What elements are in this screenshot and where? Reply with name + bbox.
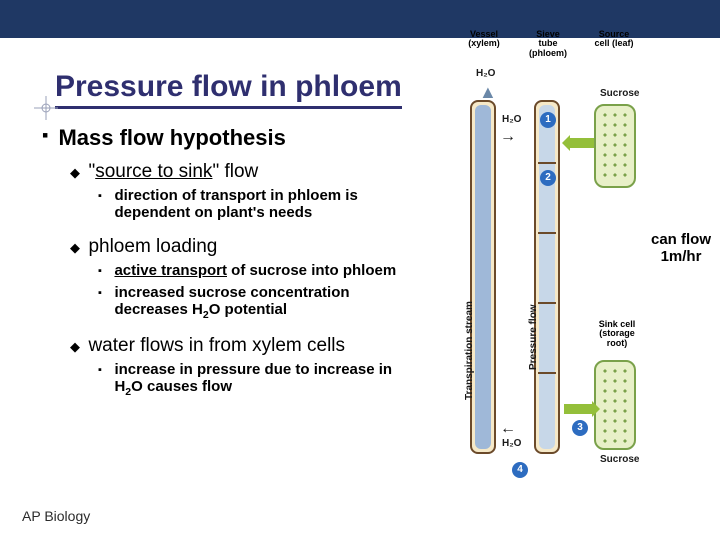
sucrose-arrow-icon bbox=[564, 404, 592, 414]
step-2: 2 bbox=[540, 170, 556, 186]
sidenote-l1: can flow bbox=[646, 232, 716, 249]
h1-text: Mass flow hypothesis bbox=[58, 125, 285, 151]
xylem-water bbox=[475, 105, 491, 449]
label-pressure-flow: Pressure flow bbox=[528, 304, 539, 370]
step-4: 4 bbox=[512, 462, 528, 478]
square-bullet-icon: ▪ bbox=[42, 125, 54, 146]
u1: source to sink bbox=[95, 161, 212, 182]
source-cell bbox=[594, 104, 636, 188]
step-3: 3 bbox=[572, 420, 588, 436]
t4b: O causes flow bbox=[131, 378, 232, 395]
arrow-icon: ← bbox=[500, 420, 516, 438]
phloem-tube bbox=[534, 100, 560, 454]
h2o-label: H₂O bbox=[502, 114, 521, 125]
side-note: can flow 1m/hr bbox=[646, 232, 716, 265]
square-bullet-icon: ▪ bbox=[98, 262, 110, 277]
label-sieve: Sieve tube (phloem) bbox=[526, 30, 570, 58]
sucrose-label: Sucrose bbox=[600, 454, 639, 465]
h2o-label: H₂O bbox=[502, 438, 521, 449]
step-1: 1 bbox=[540, 112, 556, 128]
sidenote-l2: 1m/hr bbox=[646, 249, 716, 266]
sub-text: increase in pressure due to increase in … bbox=[114, 361, 414, 398]
h2o-label: H₂O bbox=[476, 68, 495, 79]
item-text: phloem loading bbox=[88, 236, 217, 258]
sucrose-dots bbox=[600, 366, 630, 444]
heading-l1: ▪ Mass flow hypothesis bbox=[42, 125, 442, 151]
label-sink: Sink cell (storage root) bbox=[592, 320, 642, 348]
up-arrow-icon: ▲ bbox=[479, 82, 497, 103]
sucrose-label: Sucrose bbox=[600, 88, 639, 99]
q2: " flow bbox=[212, 161, 258, 182]
sucrose-arrow-icon bbox=[570, 138, 594, 148]
t2: of sucrose into phloem bbox=[231, 262, 396, 279]
sieve-plate bbox=[538, 162, 556, 164]
label-vessel: Vessel (xylem) bbox=[462, 30, 506, 49]
slide-title: Pressure flow in phloem bbox=[55, 70, 402, 109]
square-bullet-icon: ▪ bbox=[98, 284, 110, 299]
phloem-flow bbox=[539, 105, 555, 449]
outline: ▪ Mass flow hypothesis ◆ "source to sink… bbox=[42, 125, 442, 398]
xylem-tube bbox=[470, 100, 496, 454]
label-source: Source cell (leaf) bbox=[592, 30, 636, 49]
item-water-flows: ◆ water flows in from xylem cells bbox=[70, 335, 442, 357]
item-source-to-sink: ◆ "source to sink" flow bbox=[70, 161, 442, 183]
sieve-plate bbox=[538, 372, 556, 374]
subitem: ▪ increased sucrose concentration decrea… bbox=[98, 284, 442, 321]
subitem: ▪ active transport of sucrose into phloe… bbox=[98, 262, 442, 280]
sieve-plate bbox=[538, 232, 556, 234]
diamond-bullet-icon: ◆ bbox=[70, 161, 84, 181]
square-bullet-icon: ▪ bbox=[98, 187, 110, 202]
sub-text: active transport of sucrose into phloem bbox=[114, 262, 396, 279]
diamond-bullet-icon: ◆ bbox=[70, 236, 84, 256]
subitem: ▪ direction of transport in phloem is de… bbox=[98, 187, 442, 222]
sink-cell bbox=[594, 360, 636, 450]
label-transpiration: Transpiration stream bbox=[464, 301, 475, 400]
phloem-diagram: Vessel (xylem) Sieve tube (phloem) Sourc… bbox=[452, 10, 648, 510]
subitem: ▪ increase in pressure due to increase i… bbox=[98, 361, 442, 398]
sub-text: increased sucrose concentration decrease… bbox=[114, 284, 414, 321]
crosshair-icon bbox=[34, 96, 58, 120]
arrow-icon: → bbox=[500, 128, 516, 146]
sub-text: direction of transport in phloem is depe… bbox=[114, 187, 414, 221]
item-phloem-loading: ◆ phloem loading bbox=[70, 236, 442, 258]
item-text: "source to sink" flow bbox=[88, 161, 258, 183]
u2: active transport bbox=[114, 262, 227, 279]
item-text: water flows in from xylem cells bbox=[88, 335, 345, 357]
diamond-bullet-icon: ◆ bbox=[70, 335, 84, 355]
square-bullet-icon: ▪ bbox=[98, 361, 110, 376]
sucrose-dots bbox=[600, 110, 630, 182]
footer: AP Biology bbox=[22, 508, 90, 524]
sieve-plate bbox=[538, 302, 556, 304]
t3b: O potential bbox=[209, 301, 287, 318]
